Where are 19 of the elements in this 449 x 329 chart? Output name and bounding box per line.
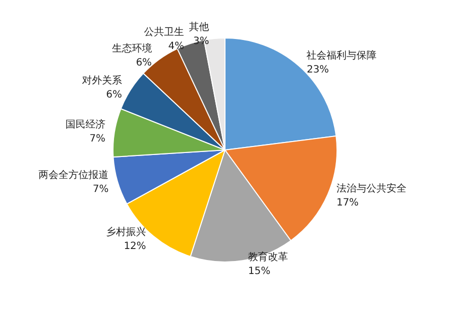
data-label: 7% <box>90 133 106 144</box>
data-label: 6% <box>136 58 152 69</box>
slice-label: 教育改革 <box>248 251 288 264</box>
slice-label: 社会福利与保障 <box>306 49 377 62</box>
slice-label: 法治与公共安全 <box>336 182 406 195</box>
slice-label: 对外关系 <box>82 74 122 86</box>
slice-label: 生态环境 <box>112 42 152 55</box>
data-label: 6% <box>106 89 122 100</box>
data-label: 4% <box>168 41 184 52</box>
slice-label: 两会全方位报道 <box>38 168 109 181</box>
slice-label: 乡村振兴 <box>106 226 146 238</box>
data-label: 17% <box>336 198 359 209</box>
data-label: 15% <box>248 266 270 278</box>
data-label: 7% <box>92 184 109 195</box>
slice-label: 公共卫生 <box>144 26 184 38</box>
slice-label: 国民经济 <box>65 118 106 130</box>
data-label: 23% <box>306 64 329 76</box>
data-label: 12% <box>124 240 146 252</box>
slice-label: 其他 <box>189 21 210 34</box>
